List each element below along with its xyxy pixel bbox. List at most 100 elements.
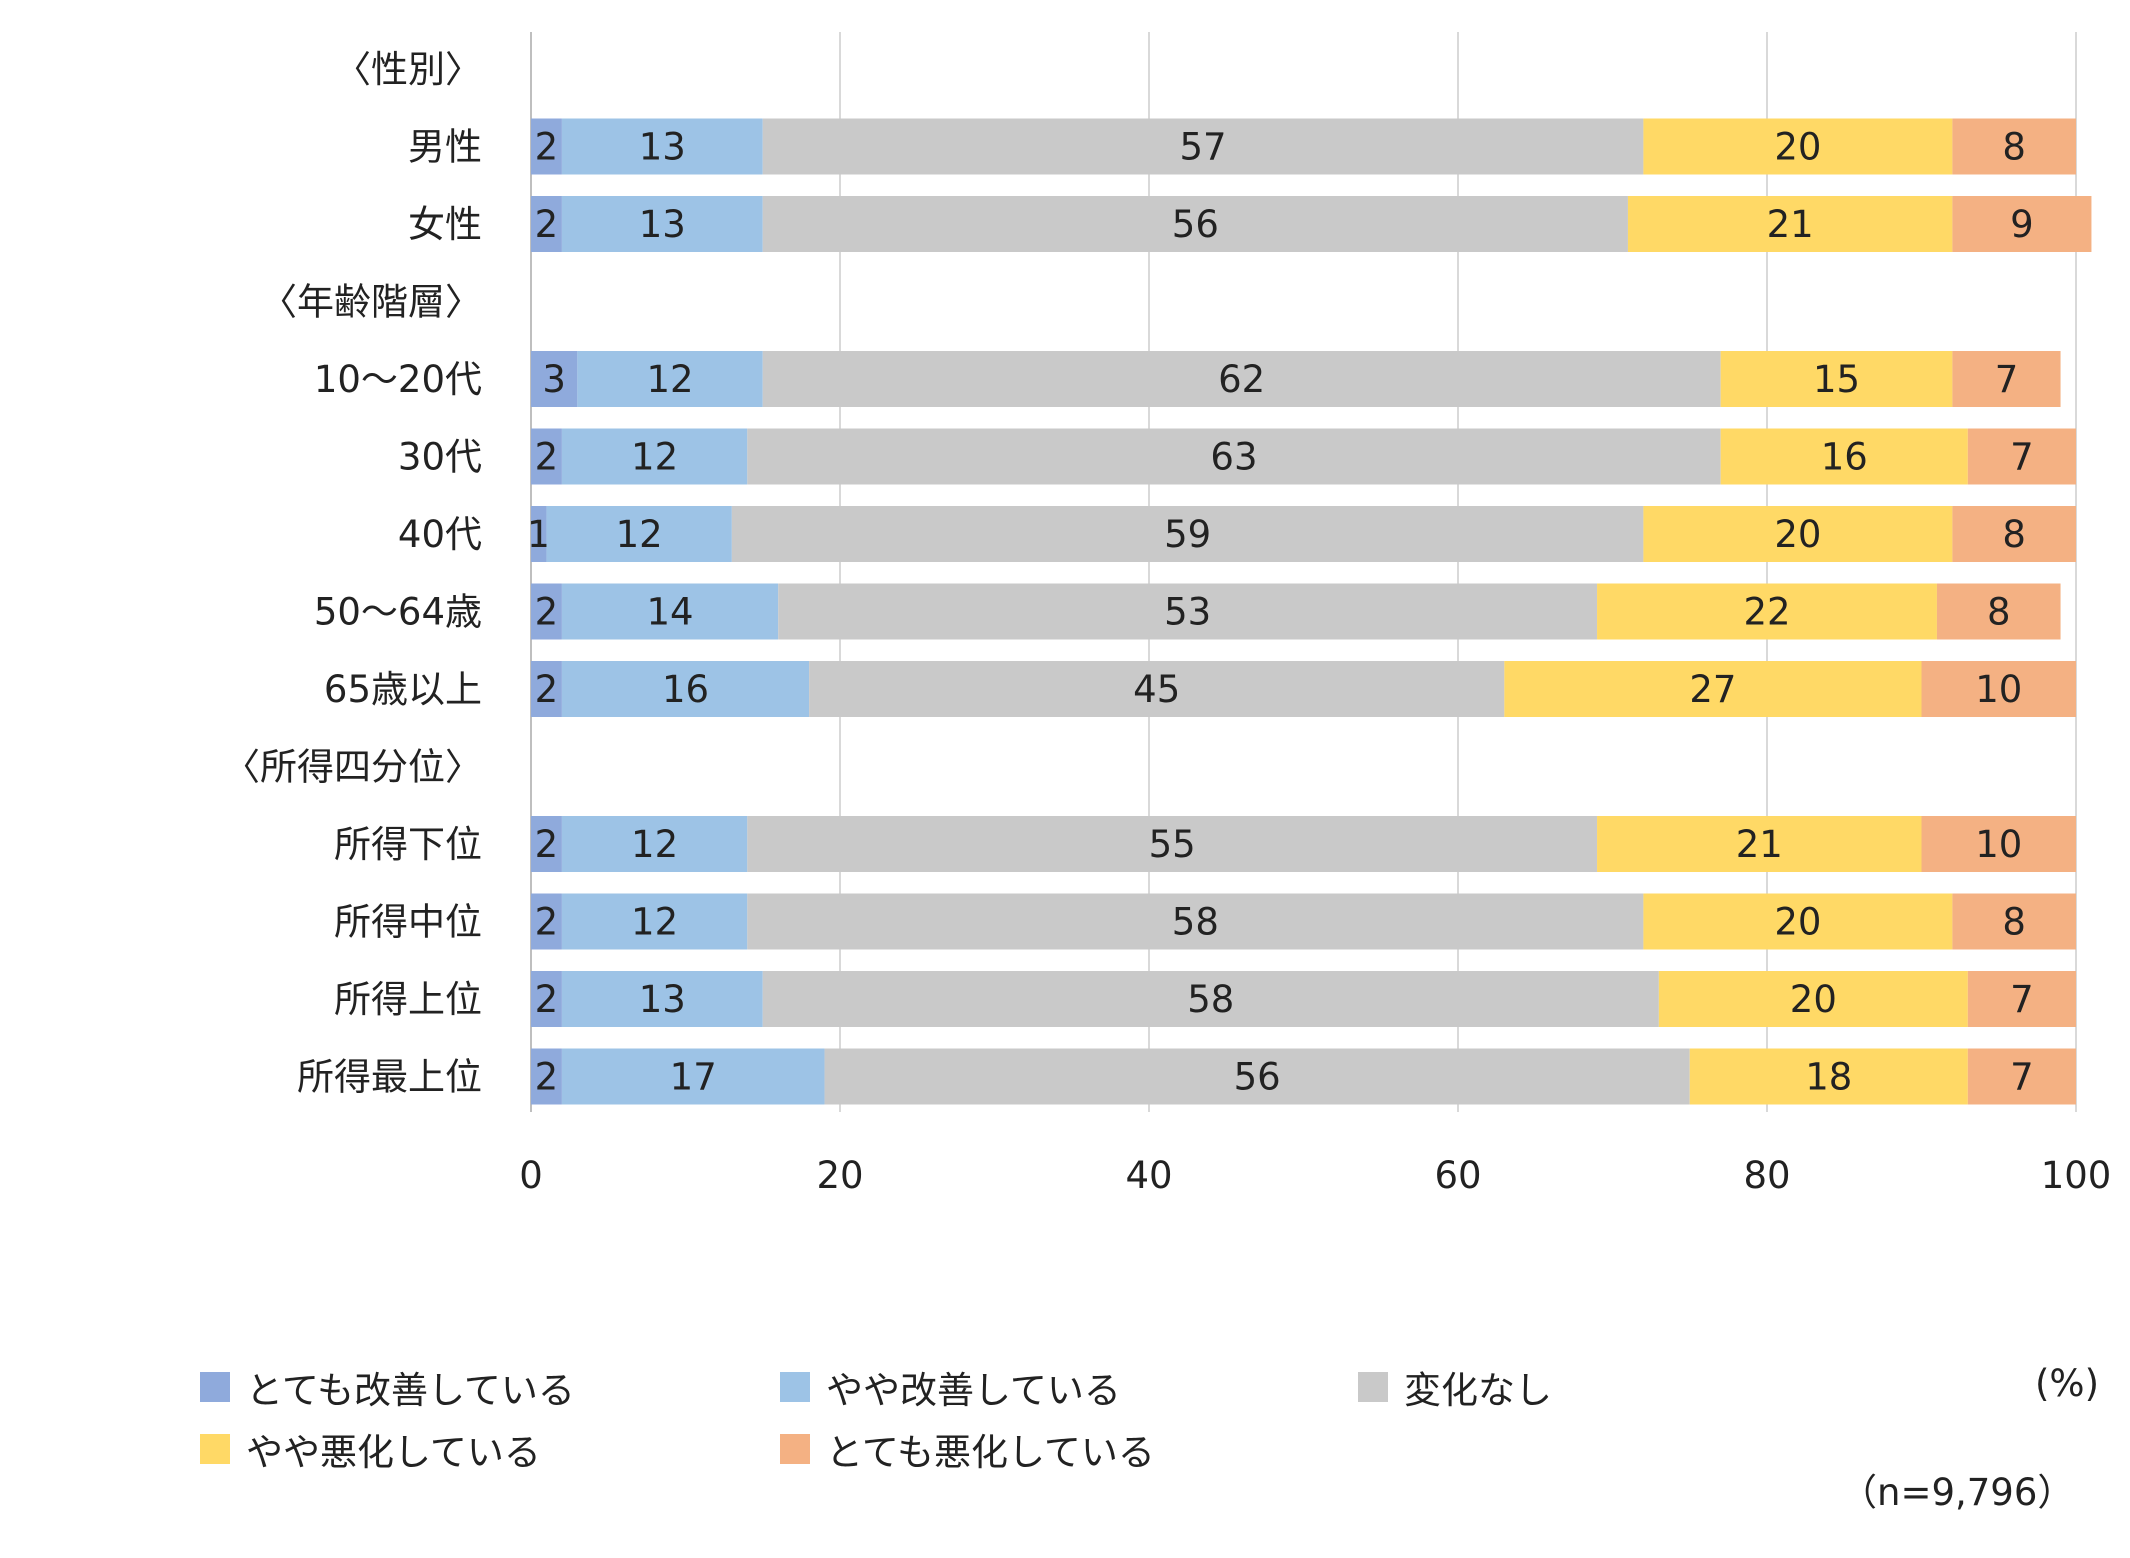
- legend-item: とても改善している: [200, 1360, 575, 1414]
- legend-label: とても改善している: [246, 1369, 575, 1412]
- bar-segment: [531, 351, 578, 407]
- bar-segment: [778, 583, 1598, 640]
- bar-segment: [1952, 118, 2076, 175]
- bar-value-label: 13: [639, 126, 686, 169]
- bar-segment: [1643, 506, 1953, 562]
- bar-value-label: 21: [1767, 203, 1814, 246]
- bar-value-label: 2: [535, 668, 559, 711]
- legend-label: やや悪化している: [246, 1431, 541, 1474]
- bar-segment: [531, 118, 562, 175]
- legend-label: とても悪化している: [826, 1431, 1155, 1474]
- bar-value-label: 55: [1149, 823, 1196, 866]
- bar-segment: [747, 816, 1598, 872]
- bar-value-label: 62: [1218, 358, 1265, 401]
- bar-value-label: 12: [631, 436, 678, 479]
- bar-value-label: 12: [647, 358, 694, 401]
- bar-segment: [561, 816, 748, 872]
- x-tick-label: 0: [519, 1154, 543, 1197]
- bar-value-label: 8: [1987, 591, 2011, 634]
- bar-segment: [1921, 661, 2076, 717]
- bar-value-label: 15: [1813, 358, 1860, 401]
- bars: 2 13 57 20 82 13 56 21 93 12 62 15 72 12 63 16 71 12 59 20 8…: [527, 118, 2092, 1105]
- bar-segment: [531, 428, 562, 485]
- bar-value-label: 7: [2010, 1056, 2034, 1099]
- legend-item: とても悪化している: [780, 1422, 1155, 1476]
- bar-value-label: 45: [1133, 668, 1180, 711]
- bar-segment: [747, 428, 1721, 485]
- bar-value-label: 20: [1790, 978, 1837, 1021]
- bar-value-label: 63: [1210, 436, 1257, 479]
- bar-value-label: 8: [2002, 126, 2026, 169]
- bar-segment: [1967, 428, 2076, 485]
- bar-segment: [1952, 893, 2076, 950]
- bar-value-label: 2: [535, 1056, 559, 1099]
- bar-value-label: 2: [535, 436, 559, 479]
- bar-value-label: 20: [1774, 901, 1821, 944]
- bar-value-label: 2: [535, 126, 559, 169]
- bar-segment: [762, 351, 1721, 407]
- bar-segment: [531, 893, 562, 950]
- bar-value-label: 58: [1187, 978, 1234, 1021]
- bar-value-label: 3: [542, 358, 566, 401]
- bar-segment: [1597, 816, 1922, 872]
- bar-value-label: 1: [527, 513, 551, 556]
- x-axis-ticks: 0 20 40 60 80 100: [519, 1154, 2111, 1197]
- bar-segment: [1627, 196, 1953, 252]
- bar-segment: [561, 1048, 825, 1105]
- bar-segment: [762, 196, 1628, 252]
- unit-label: (%): [2035, 1362, 2100, 1405]
- bar-value-label: 16: [662, 668, 709, 711]
- category-label: 30代: [398, 436, 482, 479]
- category-label: 男性: [408, 126, 482, 169]
- bar-value-label: 7: [2010, 978, 2034, 1021]
- legend-swatch: [780, 1434, 810, 1464]
- bar-segment: [1720, 351, 1953, 407]
- legend-swatch: [1358, 1372, 1388, 1402]
- bar-value-label: 56: [1172, 203, 1219, 246]
- bar-segment: [577, 351, 763, 407]
- x-tick-label: 20: [816, 1154, 863, 1197]
- bar-value-label: 57: [1180, 126, 1227, 169]
- bar-value-label: 7: [2010, 436, 2034, 479]
- bar-segment: [809, 661, 1505, 717]
- bar-value-label: 14: [647, 591, 694, 634]
- bar-segment: [1658, 971, 1968, 1027]
- legend-label: やや改善している: [826, 1369, 1121, 1412]
- category-label: 所得上位: [334, 978, 482, 1021]
- bar-segment: [531, 506, 547, 562]
- gridlines: [530, 32, 2077, 1112]
- category-label: 10～20代: [314, 358, 482, 401]
- bar-value-label: 17: [670, 1056, 717, 1099]
- bar-segment: [531, 816, 562, 872]
- bar-value-label: 8: [2002, 513, 2026, 556]
- bar-segment: [1936, 583, 2061, 640]
- category-label: 65歳以上: [324, 668, 482, 711]
- bar-value-label: 13: [639, 978, 686, 1021]
- bar-segment: [561, 196, 763, 252]
- bar-value-label: 21: [1736, 823, 1783, 866]
- bar-value-label: 16: [1821, 436, 1868, 479]
- bar-segment: [561, 428, 748, 485]
- bar-segment: [747, 893, 1644, 950]
- bar-value-label: 59: [1164, 513, 1211, 556]
- bar-value-label: 10: [1975, 668, 2022, 711]
- bar-value-label: 20: [1774, 513, 1821, 556]
- x-tick-label: 100: [2041, 1154, 2112, 1197]
- category-label: 50～64歳: [314, 591, 482, 634]
- bar-value-label: 2: [535, 978, 559, 1021]
- bar-segment: [762, 118, 1644, 175]
- bar-value-label: 12: [631, 823, 678, 866]
- bar-value-label: 27: [1689, 668, 1736, 711]
- bar-segment: [546, 506, 732, 562]
- bar-value-label: 12: [616, 513, 663, 556]
- bar-segment: [731, 506, 1644, 562]
- bar-segment: [561, 893, 748, 950]
- bar-value-label: 58: [1172, 901, 1219, 944]
- bar-segment: [1952, 351, 2061, 407]
- bar-segment: [1952, 506, 2076, 562]
- bar-segment: [1643, 118, 1953, 175]
- bar-segment: [531, 971, 562, 1027]
- bar-value-label: 9: [2010, 203, 2034, 246]
